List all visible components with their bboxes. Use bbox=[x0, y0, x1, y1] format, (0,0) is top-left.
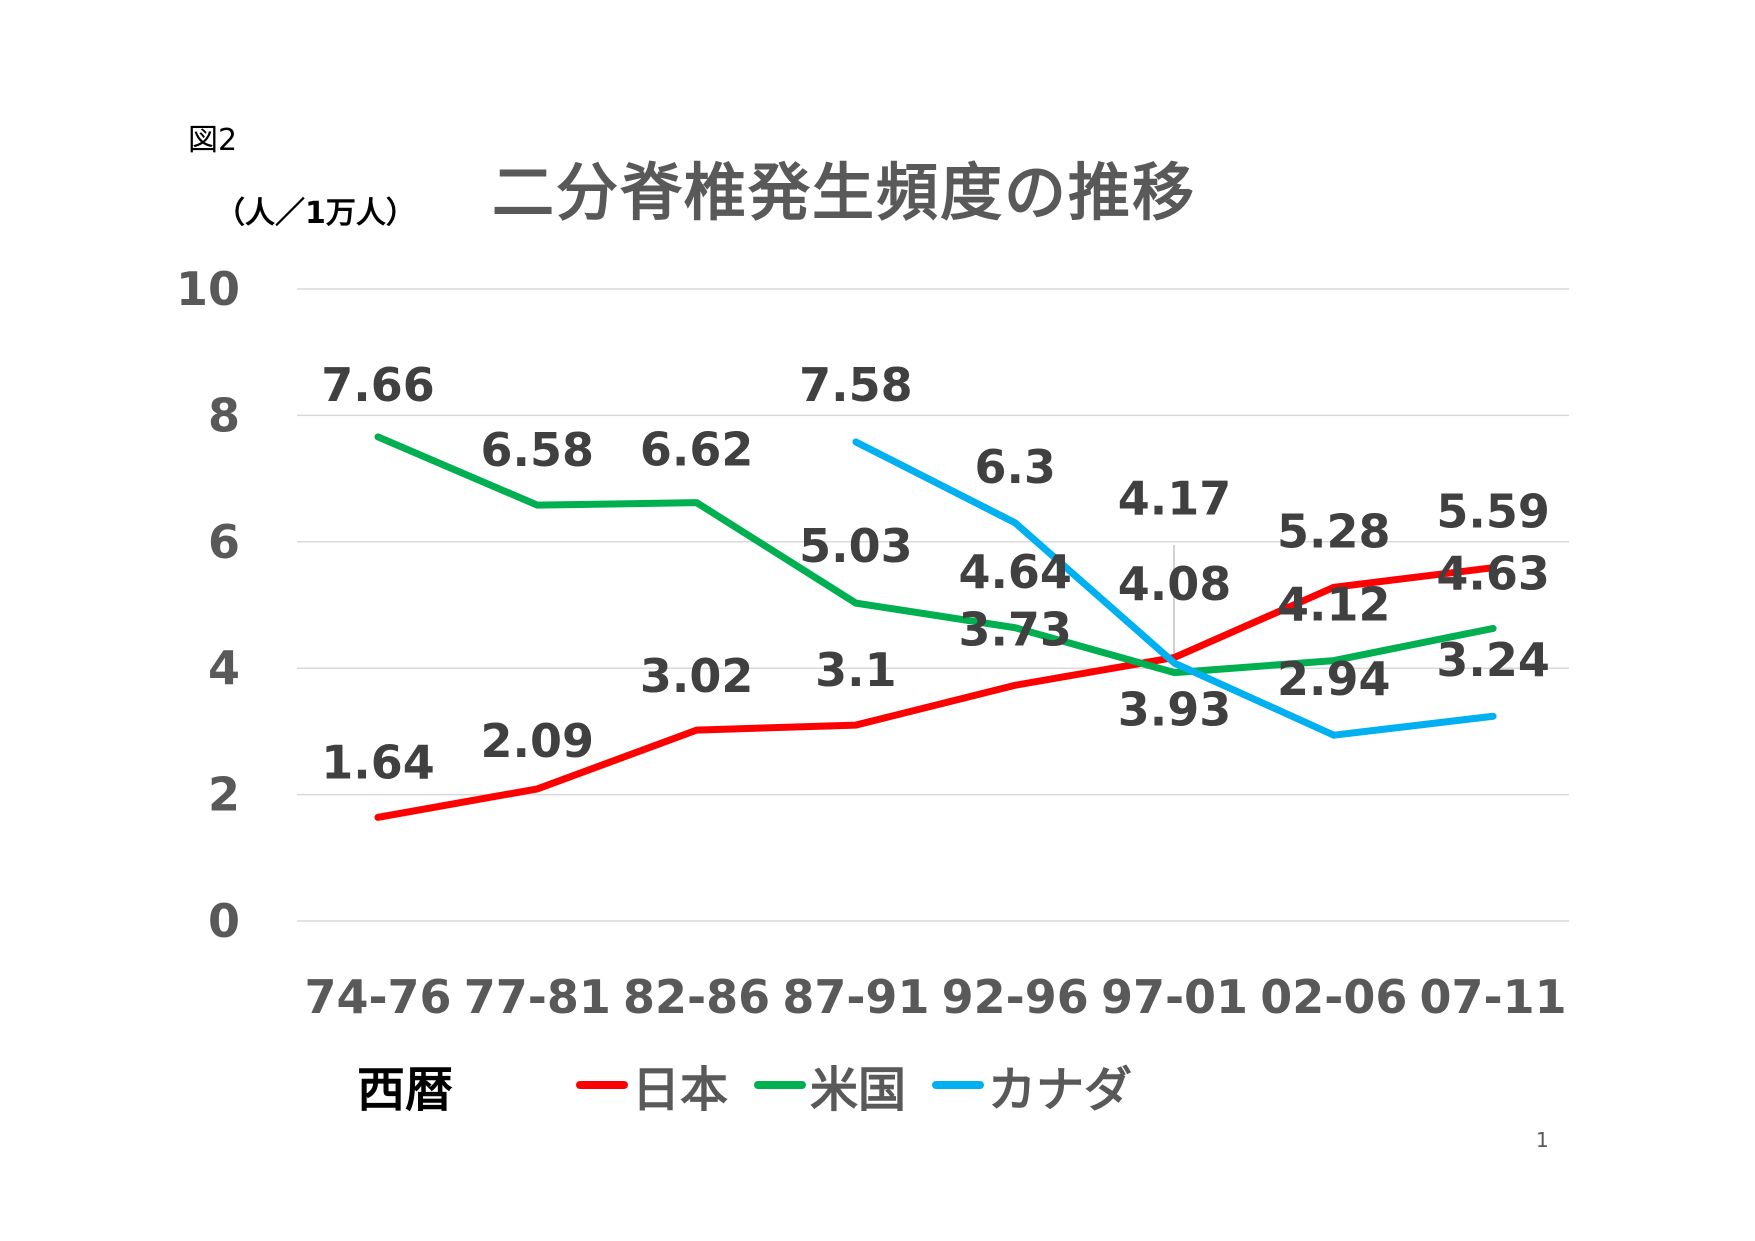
data-label-japan: 4.17 bbox=[1118, 471, 1232, 525]
legend-item-usa: 米国 bbox=[754, 1050, 906, 1120]
data-label-japan: 3.73 bbox=[958, 602, 1072, 656]
x-axis-ticks: 74-76 77-81 82-86 87-91 92-96 97-01 02-06 07-11 bbox=[304, 970, 1566, 1024]
legend-label-canada: カナダ bbox=[988, 1062, 1133, 1118]
x-tick-label: 87-91 bbox=[782, 970, 929, 1024]
data-point-japan bbox=[375, 814, 381, 821]
data-label-canada: 3.24 bbox=[1436, 633, 1550, 687]
legend-label-japan: 日本 bbox=[632, 1062, 729, 1118]
data-label-japan: 3.1 bbox=[815, 643, 897, 697]
data-point-japan bbox=[534, 785, 541, 792]
data-label-canada: 2.94 bbox=[1277, 652, 1391, 706]
x-tick-label: 82-86 bbox=[623, 970, 770, 1024]
legend-item-canada: カナダ bbox=[932, 1050, 1132, 1120]
data-point-japan bbox=[1330, 584, 1337, 591]
data-point-japan bbox=[1012, 682, 1019, 689]
data-point-usa bbox=[693, 499, 700, 506]
series-lines bbox=[374, 433, 1497, 821]
x-tick-label: 77-81 bbox=[464, 970, 611, 1024]
y-tick-label: 10 bbox=[176, 262, 240, 316]
x-tick-label: 74-76 bbox=[304, 970, 451, 1024]
data-point-canada bbox=[1171, 660, 1178, 667]
data-point-japan bbox=[852, 722, 859, 729]
data-label-usa: 5.03 bbox=[799, 519, 913, 573]
x-tick-label: 07-11 bbox=[1420, 970, 1567, 1024]
legend-swatch-japan bbox=[576, 1081, 628, 1089]
data-label-japan: 1.64 bbox=[321, 735, 435, 789]
data-point-canada bbox=[1012, 519, 1019, 526]
x-tick-label: 02-06 bbox=[1260, 970, 1407, 1024]
data-point-usa bbox=[1012, 624, 1019, 631]
data-label-canada: 6.3 bbox=[974, 440, 1056, 494]
page-number: 1 bbox=[1536, 1128, 1549, 1152]
data-label-usa: 3.93 bbox=[1118, 683, 1232, 737]
data-point-usa bbox=[1171, 669, 1178, 676]
chart-title: 二分脊椎発生頻度の推移 bbox=[492, 156, 1197, 229]
data-label-canada: 7.58 bbox=[799, 358, 913, 412]
data-point-usa bbox=[375, 433, 381, 440]
legend-label-usa: 米国 bbox=[810, 1062, 907, 1118]
legend-swatch-canada bbox=[932, 1081, 985, 1089]
data-label-usa: 4.63 bbox=[1436, 546, 1550, 600]
data-label-japan: 5.28 bbox=[1277, 504, 1391, 558]
data-point-usa bbox=[534, 502, 541, 509]
x-axis-title: 西暦 bbox=[357, 1062, 454, 1118]
data-label-usa: 6.58 bbox=[481, 423, 595, 477]
x-tick-label: 97-01 bbox=[1101, 970, 1248, 1024]
data-point-canada bbox=[852, 438, 859, 445]
y-tick-label: 6 bbox=[208, 515, 240, 569]
data-point-usa bbox=[1330, 657, 1337, 664]
data-point-usa bbox=[1490, 625, 1497, 632]
y-axis-ticks: 0 2 4 6 8 10 bbox=[176, 262, 240, 948]
data-label-japan: 5.59 bbox=[1436, 485, 1550, 539]
data-label-usa: 7.66 bbox=[321, 358, 435, 412]
data-point-canada bbox=[1330, 732, 1337, 739]
data-point-usa bbox=[852, 600, 859, 607]
data-label-canada: 4.08 bbox=[1118, 557, 1232, 611]
x-tick-label: 92-96 bbox=[942, 970, 1089, 1024]
y-axis-unit-label: （人／1万人） bbox=[215, 196, 416, 231]
series-line-japan bbox=[374, 564, 1497, 821]
data-point-japan bbox=[693, 727, 700, 734]
data-point-japan bbox=[1490, 564, 1497, 571]
y-tick-label: 8 bbox=[208, 388, 240, 442]
y-tick-label: 2 bbox=[208, 768, 240, 822]
data-label-usa: 6.62 bbox=[640, 423, 754, 477]
legend-swatch-usa bbox=[754, 1081, 807, 1089]
y-tick-label: 0 bbox=[208, 894, 240, 948]
data-label-usa: 4.64 bbox=[958, 545, 1072, 599]
series-line-usa bbox=[374, 433, 1497, 677]
legend-item-japan: 日本 bbox=[576, 1050, 728, 1120]
data-label-usa: 4.12 bbox=[1277, 578, 1391, 632]
legend: 日本 米国 カナダ bbox=[576, 1050, 1158, 1120]
data-point-canada bbox=[1490, 713, 1497, 720]
figure-label: 図2 bbox=[188, 123, 238, 158]
data-label-japan: 3.02 bbox=[640, 649, 754, 703]
data-label-japan: 2.09 bbox=[481, 714, 595, 768]
data-labels: 1.64 2.09 3.02 3.1 3.73 4.17 5.28 5.59 7.66 6.58 6… bbox=[321, 358, 1550, 789]
y-tick-label: 4 bbox=[208, 641, 240, 695]
